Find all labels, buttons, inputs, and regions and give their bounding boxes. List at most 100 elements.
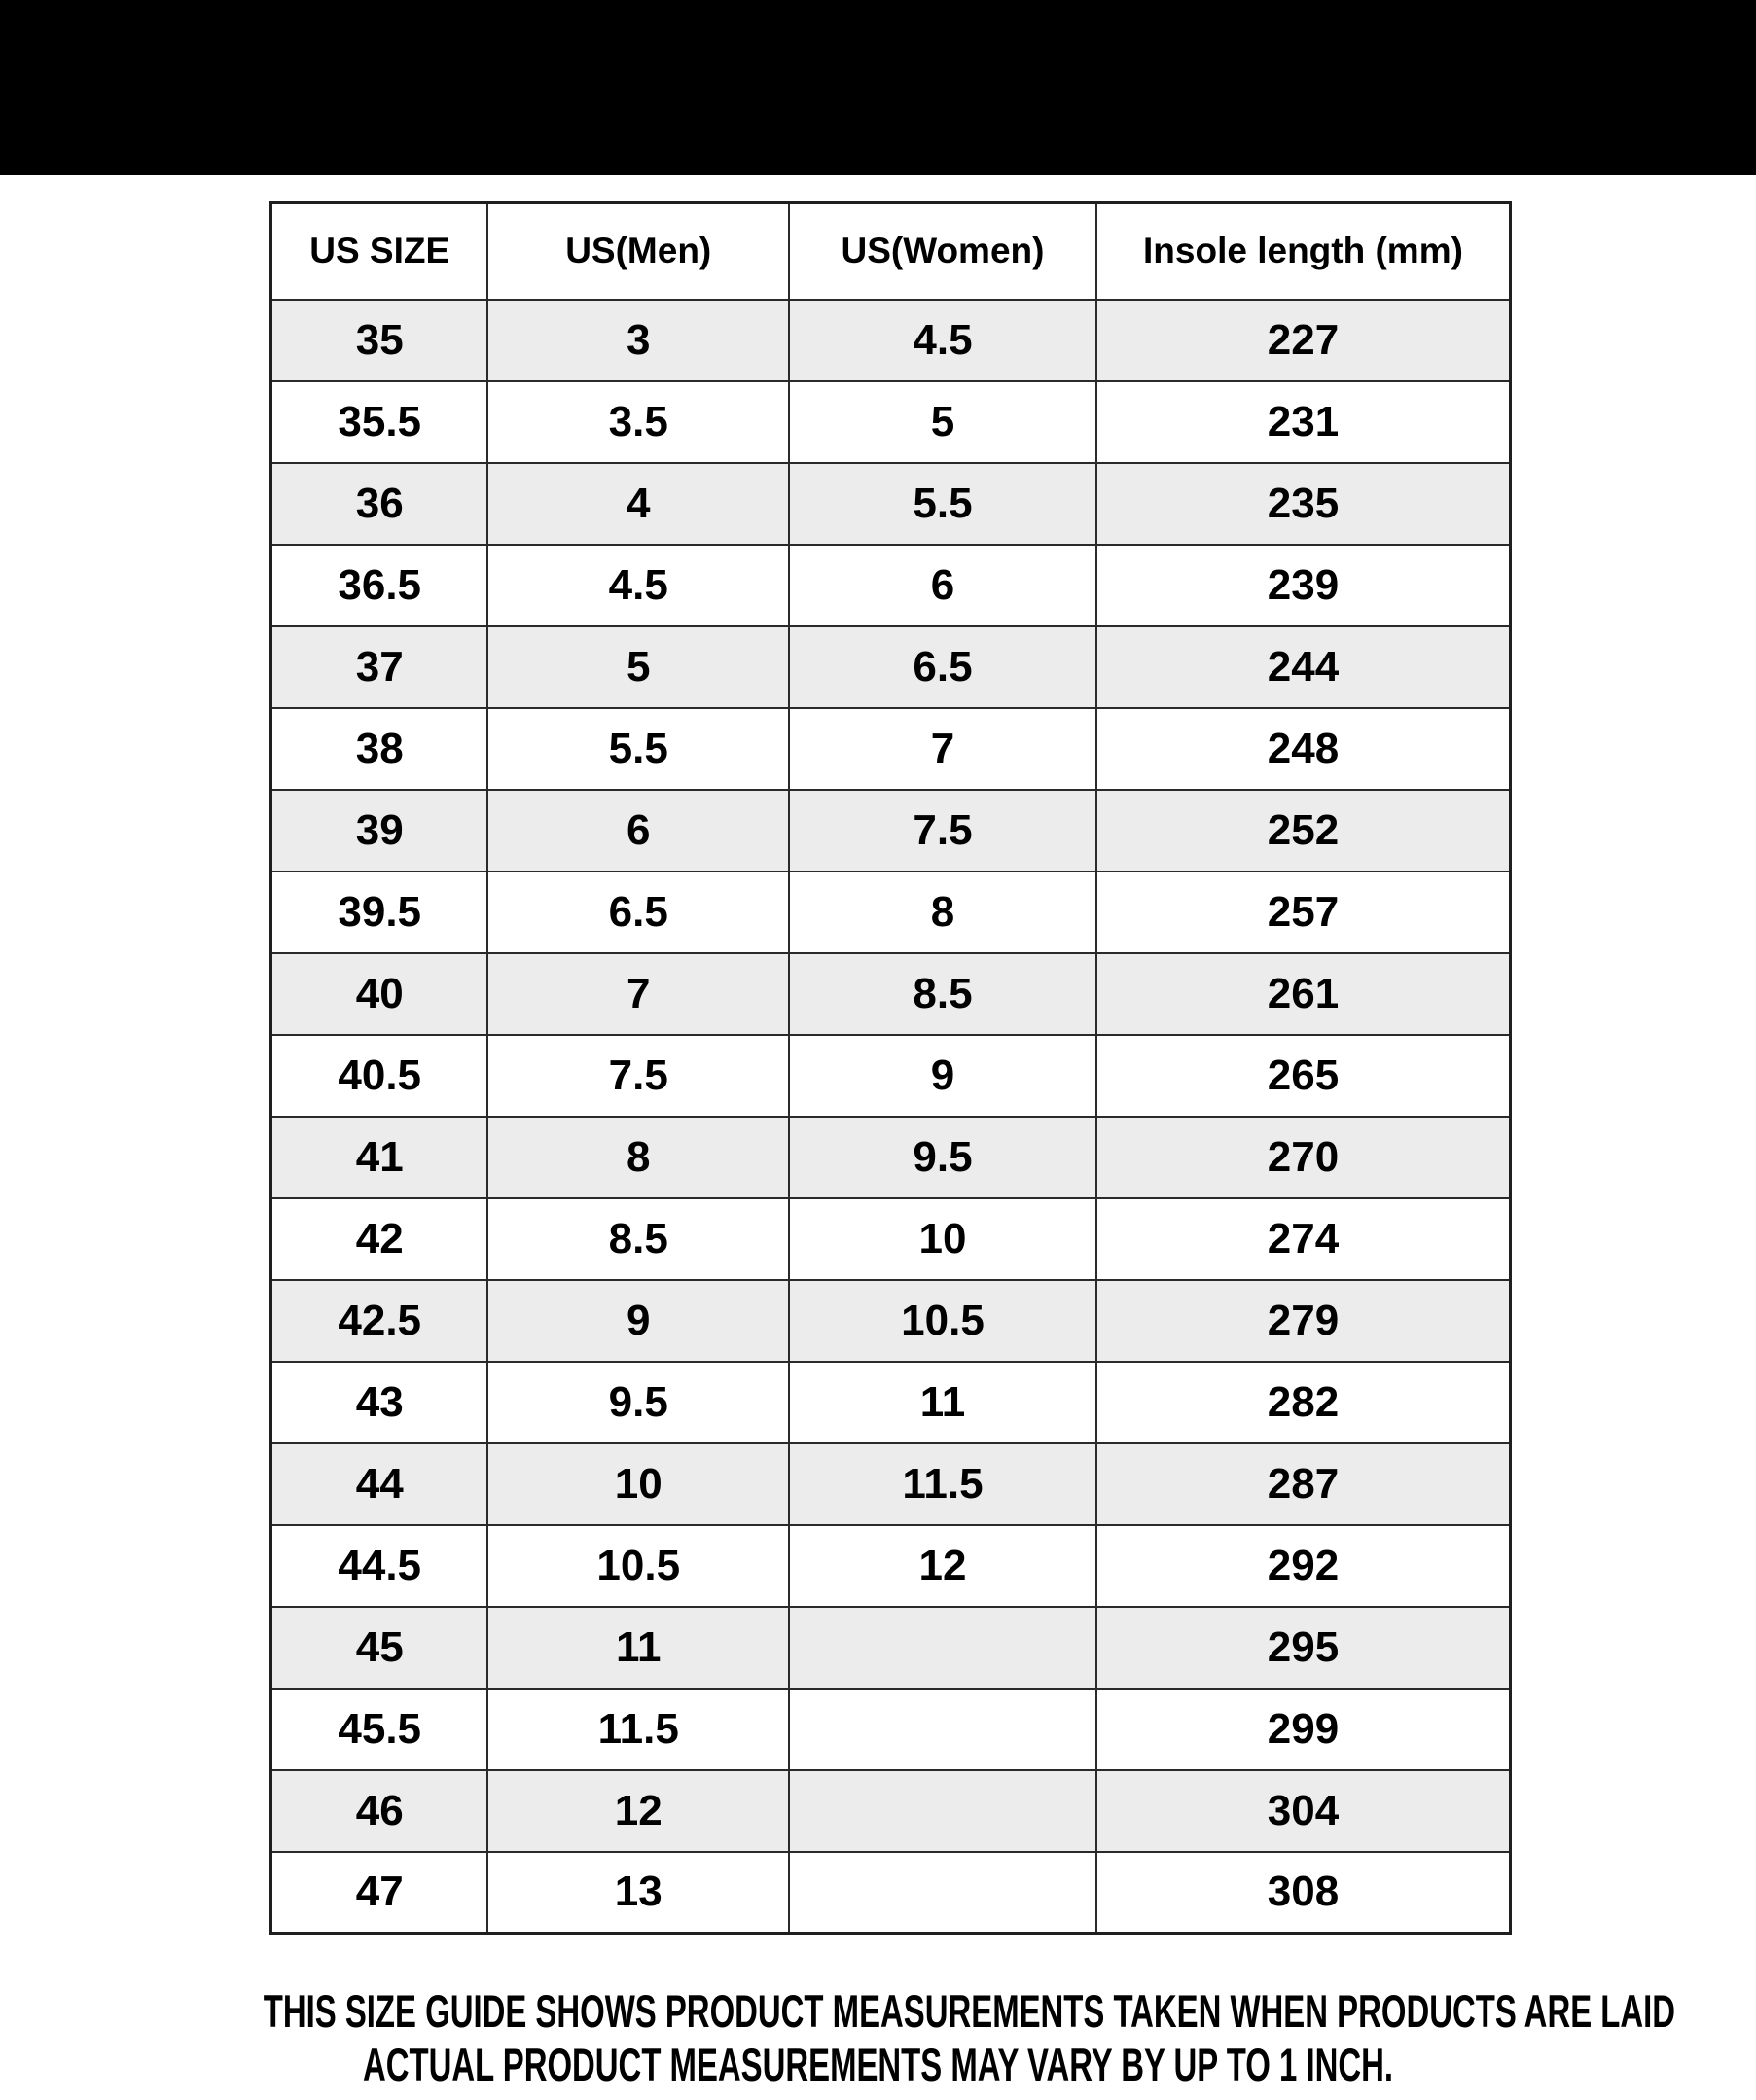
cell-us-women: 8.5	[788, 951, 1097, 1036]
table-row: 42.5 9 10.5 279	[269, 1278, 1512, 1363]
cell-us-men: 4	[486, 461, 791, 546]
cell-us-women: 4.5	[788, 298, 1097, 382]
cell-us-men: 9	[486, 1278, 791, 1363]
table-row: 43 9.5 11 282	[269, 1360, 1512, 1444]
cell-us-men: 8	[486, 1115, 791, 1199]
cell-insole-mm: 308	[1094, 1850, 1512, 1935]
cell-us-women	[788, 1768, 1097, 1853]
cell-us-men: 8.5	[486, 1196, 791, 1281]
table-row: 39.5 6.5 8 257	[269, 870, 1512, 954]
cell-us-women	[788, 1687, 1097, 1771]
cell-us-women: 9.5	[788, 1115, 1097, 1199]
table-row: 40 7 8.5 261	[269, 951, 1512, 1036]
cell-insole-mm: 257	[1094, 870, 1512, 954]
cell-insole-mm: 299	[1094, 1687, 1512, 1771]
table-row: 38 5.5 7 248	[269, 706, 1512, 791]
cell-insole-mm: 231	[1094, 379, 1512, 464]
cell-us-men: 12	[486, 1768, 791, 1853]
header-insole-length: Insole length (mm)	[1094, 201, 1512, 301]
cell-insole-mm: 244	[1094, 624, 1512, 709]
cell-us-size: 42	[269, 1196, 489, 1281]
cell-us-size: 41	[269, 1115, 489, 1199]
cell-us-men: 7	[486, 951, 791, 1036]
cell-insole-mm: 282	[1094, 1360, 1512, 1444]
table-row: 36.5 4.5 6 239	[269, 543, 1512, 627]
table-row: 42 8.5 10 274	[269, 1196, 1512, 1281]
cell-us-women: 10.5	[788, 1278, 1097, 1363]
cell-us-size: 39.5	[269, 870, 489, 954]
cell-us-men: 4.5	[486, 543, 791, 627]
cell-us-men: 11.5	[486, 1687, 791, 1771]
table-body: 35 3 4.5 227 35.5 3.5 5 231 36 4 5.5 235 36.5 4.5 6 239…	[269, 298, 1512, 1935]
cell-us-men: 7.5	[486, 1033, 791, 1118]
table-row: 35 3 4.5 227	[269, 298, 1512, 382]
cell-us-women: 5	[788, 379, 1097, 464]
cell-us-women	[788, 1850, 1097, 1935]
table-row: 45.5 11.5 299	[269, 1687, 1512, 1771]
cell-us-size: 40.5	[269, 1033, 489, 1118]
cell-us-size: 40	[269, 951, 489, 1036]
table-row: 44 10 11.5 287	[269, 1442, 1512, 1526]
cell-insole-mm: 227	[1094, 298, 1512, 382]
footer-line-2: ACTUAL PRODUCT MEASUREMENTS MAY VARY BY …	[362, 2039, 1394, 2090]
cell-insole-mm: 239	[1094, 543, 1512, 627]
cell-us-size: 45	[269, 1605, 489, 1690]
cell-us-women	[788, 1605, 1097, 1690]
cell-us-size: 37	[269, 624, 489, 709]
header-row: US SIZE US(Men) US(Women) Insole length …	[269, 201, 1512, 301]
cell-us-men: 3.5	[486, 379, 791, 464]
cell-insole-mm: 261	[1094, 951, 1512, 1036]
cell-us-size: 38	[269, 706, 489, 791]
cell-insole-mm: 287	[1094, 1442, 1512, 1526]
cell-us-women: 5.5	[788, 461, 1097, 546]
cell-insole-mm: 304	[1094, 1768, 1512, 1853]
table-row: 36 4 5.5 235	[269, 461, 1512, 546]
cell-us-size: 46	[269, 1768, 489, 1853]
header-us-women: US(Women)	[788, 201, 1097, 301]
cell-us-size: 39	[269, 788, 489, 872]
header-us-men: US(Men)	[486, 201, 791, 301]
cell-us-women: 11	[788, 1360, 1097, 1444]
cell-us-men: 9.5	[486, 1360, 791, 1444]
cell-insole-mm: 252	[1094, 788, 1512, 872]
cell-insole-mm: 270	[1094, 1115, 1512, 1199]
cell-us-size: 36.5	[269, 543, 489, 627]
table-row: 39 6 7.5 252	[269, 788, 1512, 872]
cell-us-men: 3	[486, 298, 791, 382]
cell-us-women: 12	[788, 1523, 1097, 1608]
cell-insole-mm: 265	[1094, 1033, 1512, 1118]
cell-us-women: 7.5	[788, 788, 1097, 872]
cell-us-men: 10.5	[486, 1523, 791, 1608]
footer-line-1: THIS SIZE GUIDE SHOWS PRODUCT MEASUREMEN…	[263, 1985, 1676, 2037]
cell-insole-mm: 235	[1094, 461, 1512, 546]
table-row: 35.5 3.5 5 231	[269, 379, 1512, 464]
cell-us-size: 45.5	[269, 1687, 489, 1771]
cell-us-size: 47	[269, 1850, 489, 1935]
footer-note: THIS SIZE GUIDE SHOWS PRODUCT MEASUREMEN…	[0, 1984, 1756, 2091]
cell-us-women: 7	[788, 706, 1097, 791]
cell-us-men: 6.5	[486, 870, 791, 954]
table-row: 45 11 295	[269, 1605, 1512, 1690]
cell-us-size: 43	[269, 1360, 489, 1444]
cell-us-size: 42.5	[269, 1278, 489, 1363]
cell-insole-mm: 248	[1094, 706, 1512, 791]
cell-us-men: 5	[486, 624, 791, 709]
table-row: 41 8 9.5 270	[269, 1115, 1512, 1199]
table-row: 40.5 7.5 9 265	[269, 1033, 1512, 1118]
cell-us-women: 6.5	[788, 624, 1097, 709]
cell-us-men: 10	[486, 1442, 791, 1526]
cell-us-women: 9	[788, 1033, 1097, 1118]
table-row: 44.5 10.5 12 292	[269, 1523, 1512, 1608]
table-row: 47 13 308	[269, 1850, 1512, 1935]
cell-us-women: 6	[788, 543, 1097, 627]
cell-us-men: 5.5	[486, 706, 791, 791]
cell-us-size: 36	[269, 461, 489, 546]
header-us-size: US SIZE	[269, 201, 489, 301]
table-header: US SIZE US(Men) US(Women) Insole length …	[269, 201, 1512, 301]
cell-us-size: 44.5	[269, 1523, 489, 1608]
cell-us-women: 11.5	[788, 1442, 1097, 1526]
cell-us-size: 44	[269, 1442, 489, 1526]
cell-insole-mm: 295	[1094, 1605, 1512, 1690]
cell-us-men: 13	[486, 1850, 791, 1935]
